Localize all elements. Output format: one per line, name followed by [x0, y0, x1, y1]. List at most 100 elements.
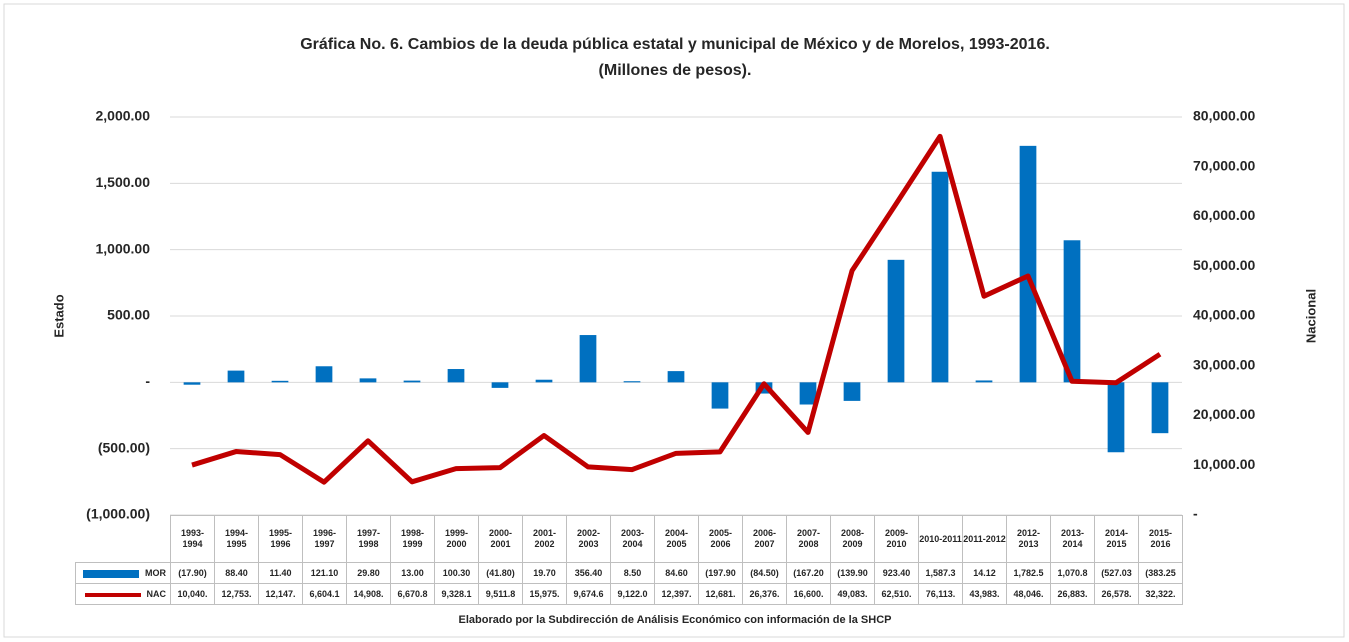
- data-label: (527.03: [1094, 562, 1139, 584]
- data-label: 26,883.: [1050, 583, 1095, 605]
- bar: [799, 382, 817, 405]
- category-label: 2002-2003: [566, 515, 611, 563]
- category-label: 2001-2002: [522, 515, 567, 563]
- data-label: 48,046.: [1006, 583, 1051, 605]
- y2-tick-label: 60,000.00: [1193, 207, 1255, 223]
- category-label: 1997-1998: [346, 515, 391, 563]
- data-label: 9,674.6: [566, 583, 611, 605]
- data-label: 11.40: [258, 562, 303, 584]
- bar: [975, 380, 993, 383]
- data-label: (41.80): [478, 562, 523, 584]
- legend-cell: NAC: [75, 583, 171, 605]
- table-row: NAC 10,040. 12,753. 12,147. 6,604.1 14,908. 6,…: [75, 583, 1183, 605]
- data-label: 9,511.8: [478, 583, 523, 605]
- y2-tick-label: 40,000.00: [1193, 307, 1255, 323]
- y2-axis-title: Nacional: [1303, 289, 1318, 343]
- data-label: 15,975.: [522, 583, 567, 605]
- bar: [491, 382, 509, 388]
- bar: [227, 370, 245, 383]
- source-note: Elaborado por la Subdirección de Análisi…: [459, 614, 892, 626]
- category-label: 2011-2012: [962, 515, 1007, 563]
- data-label: 100.30: [434, 562, 479, 584]
- bar: [403, 380, 421, 383]
- category-label: 1995-1996: [258, 515, 303, 563]
- bar: [711, 382, 729, 409]
- legend-label: NAC: [146, 589, 167, 599]
- category-label: 2000-2001: [478, 515, 523, 563]
- data-label: 12,753.: [214, 583, 259, 605]
- legend-label: MOR: [145, 568, 166, 578]
- table-cell: [75, 515, 171, 563]
- table-row: 1993-1994 1994-1995 1995-1996 1996-1997 1997…: [75, 515, 1183, 563]
- data-label: 12,681.: [698, 583, 743, 605]
- data-label: 9,122.0: [610, 583, 655, 605]
- data-label: 6,604.1: [302, 583, 347, 605]
- bar: [1151, 382, 1169, 434]
- data-label: (17.90): [170, 562, 215, 584]
- bar: [271, 380, 289, 383]
- data-label: (84.50): [742, 562, 787, 584]
- bar: [1019, 145, 1037, 383]
- y-tick-label: (500.00): [98, 439, 150, 455]
- data-label: 88.40: [214, 562, 259, 584]
- data-label: 13.00: [390, 562, 435, 584]
- y-axis-title: Estado: [51, 294, 66, 337]
- legend-cell: MOR: [75, 562, 171, 584]
- data-label: 9,328.1: [434, 583, 479, 605]
- bar: [1063, 240, 1081, 383]
- data-label: 14,908.: [346, 583, 391, 605]
- bar: [183, 382, 201, 385]
- data-label: 6,670.8: [390, 583, 435, 605]
- category-label: 1996-1997: [302, 515, 347, 563]
- legend-swatch: [84, 592, 141, 597]
- y-tick-label: 1,500.00: [96, 174, 151, 190]
- y-tick-label: -: [145, 373, 150, 389]
- category-label: 1998-1999: [390, 515, 435, 563]
- category-label: 2013-2014: [1050, 515, 1095, 563]
- data-label: 62,510.: [874, 583, 919, 605]
- data-label: 12,147.: [258, 583, 303, 605]
- category-label: 1994-1995: [214, 515, 259, 563]
- table-row: MOR (17.90) 88.40 11.40 121.10 29.80 13.00 100.…: [75, 562, 1183, 584]
- bar: [931, 171, 949, 383]
- chart-title: Gráfica No. 6. Cambios de la deuda públi…: [300, 36, 1050, 53]
- category-label: 2004-2005: [654, 515, 699, 563]
- bar: [359, 378, 377, 383]
- data-label: 12,397.: [654, 583, 699, 605]
- bar: [315, 366, 333, 383]
- bar: [1107, 382, 1125, 453]
- category-label: 2010-2011: [918, 515, 963, 563]
- legend-swatch: [83, 569, 139, 578]
- data-label: 1,070.8: [1050, 562, 1095, 584]
- bar: [843, 382, 861, 401]
- y2-tick-label: 10,000.00: [1193, 456, 1255, 472]
- category-label: 2015-2016: [1138, 515, 1183, 563]
- category-label: 2014-2015: [1094, 515, 1139, 563]
- category-label: 2005-2006: [698, 515, 743, 563]
- category-label: 2006-2007: [742, 515, 787, 563]
- data-label: 32,322.: [1138, 583, 1183, 605]
- y2-tick-label: 30,000.00: [1193, 356, 1255, 372]
- data-label: (139.90: [830, 562, 875, 584]
- data-label: 1,782.5: [1006, 562, 1051, 584]
- line: [191, 133, 1162, 485]
- data-label: 356.40: [566, 562, 611, 584]
- data-label: 16,600.: [786, 583, 831, 605]
- data-label: 923.40: [874, 562, 919, 584]
- y2-tick-label: 50,000.00: [1193, 257, 1255, 273]
- data-label: 43,983.: [962, 583, 1007, 605]
- y2-tick-label: -: [1193, 506, 1198, 522]
- y2-tick-label: 20,000.00: [1193, 406, 1255, 422]
- data-label: 14.12: [962, 562, 1007, 584]
- bar: [447, 369, 465, 383]
- y2-tick-label: 70,000.00: [1193, 157, 1255, 173]
- category-label: 1999-2000: [434, 515, 479, 563]
- category-label: 1993-1994: [170, 515, 215, 563]
- category-label: 2008-2009: [830, 515, 875, 563]
- data-label: 1,587.3: [918, 562, 963, 584]
- data-label: (383.25: [1138, 562, 1183, 584]
- category-label: 2007-2008: [786, 515, 831, 563]
- bar: [535, 379, 553, 383]
- y2-tick-label: 80,000.00: [1193, 108, 1255, 124]
- y-tick-label: 2,000.00: [96, 108, 151, 124]
